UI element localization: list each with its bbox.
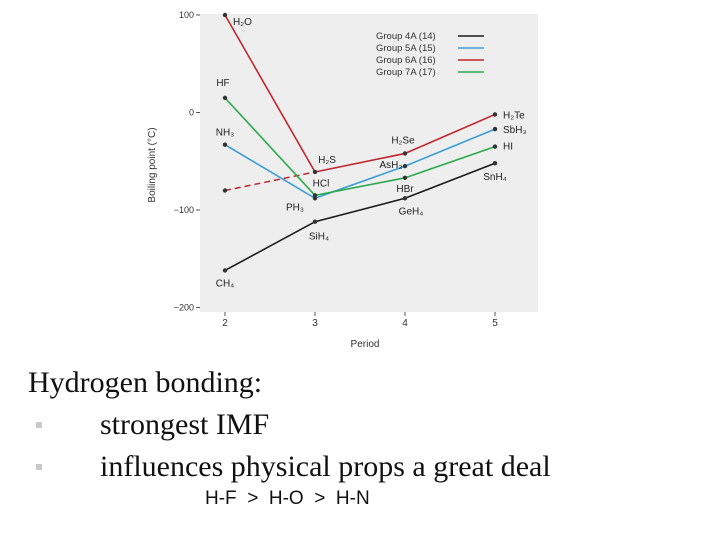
point-label: SbH₃: [503, 125, 527, 136]
x-tick-label: 3: [312, 318, 318, 329]
x-tick-label: 2: [222, 318, 228, 329]
data-point: [222, 268, 228, 273]
point-label: H₂O: [233, 17, 252, 28]
point-label: H₂Te: [503, 110, 525, 121]
data-point: [402, 175, 408, 181]
bullet-icon: [36, 464, 42, 471]
point-label: H₂S: [318, 155, 336, 166]
data-point: [402, 196, 408, 201]
extrapolation-point: [222, 188, 228, 193]
point-label: HF: [216, 78, 229, 89]
point-label: H₂Se: [391, 135, 415, 146]
data-point: [222, 142, 228, 147]
point-label: GeH₄: [399, 206, 424, 217]
series-line: [224, 14, 496, 173]
x-tick-label: 5: [492, 318, 498, 329]
point-label: CH₄: [216, 278, 235, 289]
series-line: [224, 97, 496, 197]
data-point: [402, 163, 408, 169]
extrapolation-line: [224, 171, 316, 192]
data-point: [492, 112, 498, 117]
point-label: SiH₄: [309, 232, 329, 243]
x-tick-label: 4: [402, 318, 408, 329]
boiling-point-chart: CH₄ SiH₄ GeH₄ SnH₄ NH₃ PH₃ AsH₃ SbH₃ H₂O H₂S H₂Se H…: [147, 10, 538, 350]
bullet-item: strongest IMF: [36, 408, 269, 442]
point-label: NH₃: [216, 128, 235, 139]
bullet-icon: [36, 422, 42, 429]
point-label: AsH₃: [380, 160, 403, 171]
x-axis-label: Period: [351, 339, 380, 350]
series-line: [224, 162, 496, 272]
bullet-item: influences physical props a great deal: [36, 450, 551, 484]
data-point: [492, 144, 498, 149]
y-tick-label: 0: [189, 108, 194, 118]
data-point: [222, 95, 228, 101]
y-tick-label: 100: [179, 10, 194, 20]
point-label: HI: [503, 142, 513, 153]
bullet-text: strongest IMF: [100, 408, 270, 441]
legend-label: Group 5A (15): [376, 43, 436, 54]
y-axis-label: Boiling point (°C): [147, 127, 158, 202]
hbond-strength-order: H-F > H-O > H-N: [205, 488, 370, 509]
point-label: SnH₄: [483, 172, 507, 183]
legend-label: Group 6A (16): [376, 55, 436, 66]
data-point: [312, 169, 318, 175]
point-label: HBr: [396, 184, 414, 195]
point-label: PH₃: [286, 202, 304, 213]
data-point: [312, 193, 318, 198]
legend-label: Group 4A (14): [376, 31, 436, 42]
bullet-text: influences physical props a great deal: [100, 450, 551, 483]
data-point: [492, 126, 498, 132]
legend-label: Group 7A (17): [376, 67, 436, 78]
slide-heading: Hydrogen bonding:: [28, 366, 263, 399]
y-tick-label: −100: [174, 205, 194, 215]
data-point: [222, 12, 228, 18]
y-tick-label: −200: [174, 303, 194, 313]
point-label: HCl: [313, 178, 330, 189]
series-line: [224, 128, 496, 200]
data-point: [402, 151, 408, 156]
data-point: [492, 161, 498, 166]
data-point: [312, 219, 318, 224]
